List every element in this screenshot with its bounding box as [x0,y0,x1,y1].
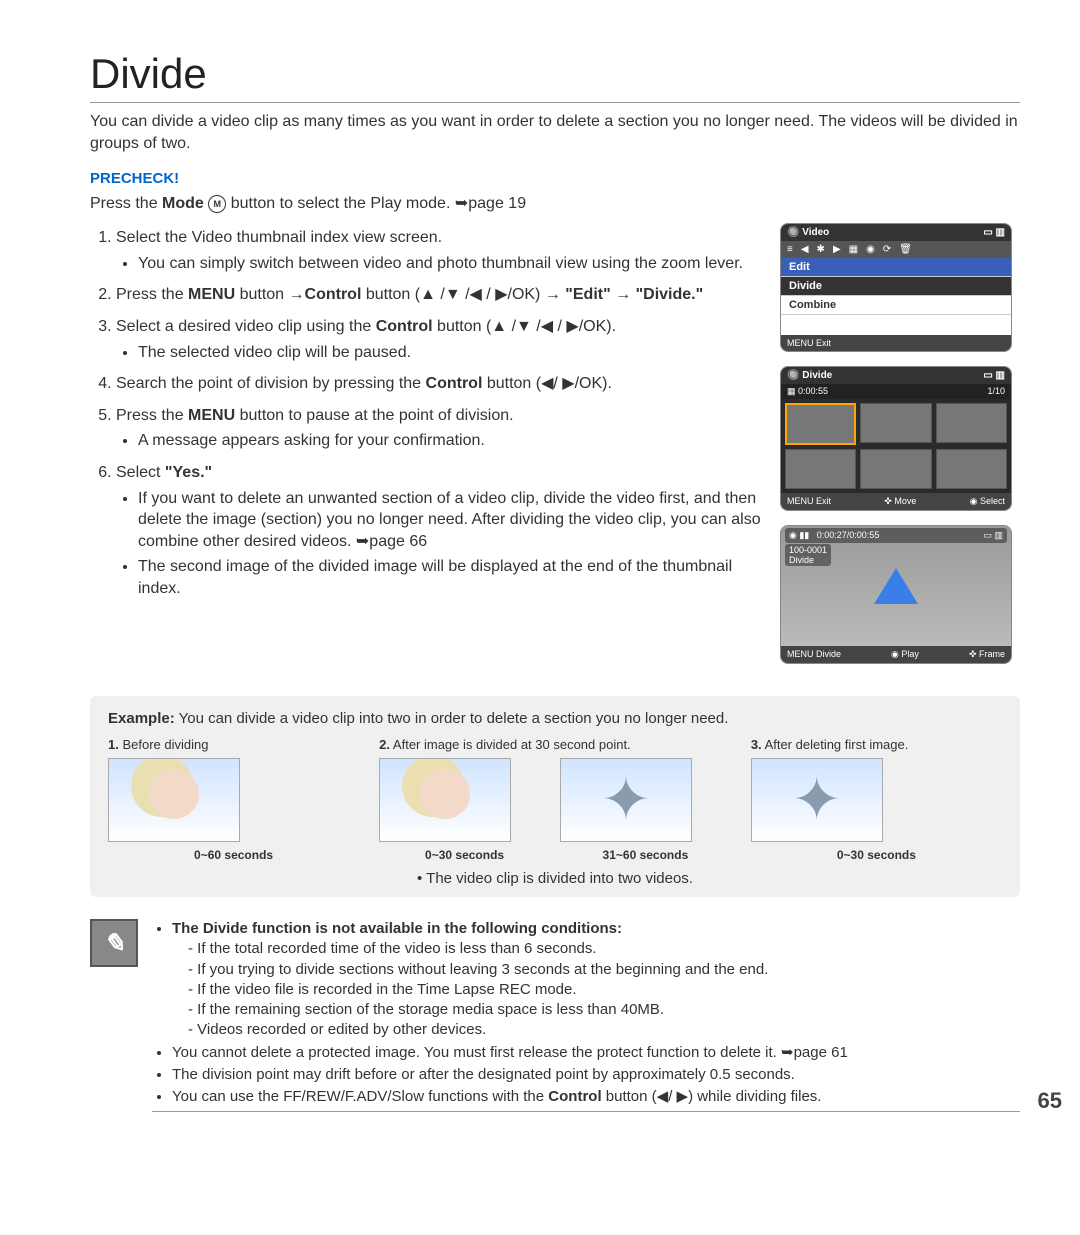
instruction-steps: Select the Video thumbnail index view sc… [90,227,766,599]
example-image [108,758,240,842]
precheck-text: Press the Mode M button to select the Pl… [90,193,1020,213]
cursor-icon [874,568,918,604]
step-1: Select the Video thumbnail index view sc… [116,227,766,274]
thumbnail[interactable] [785,403,856,445]
thumbnail[interactable] [936,449,1007,489]
thumbnail[interactable] [860,449,931,489]
step-6: Select "Yes." If you want to delete an u… [116,462,766,600]
intro-text: You can divide a video clip as many time… [90,111,1020,154]
screen-menu: 🔘 Video▭ ▥ ≡◀✱▶▦◉⟳🗑 Edit Divide Combine … [780,223,1012,352]
note-icon: ✎ [90,919,138,967]
page-number: 65 [1038,1088,1062,1114]
menu-edit[interactable]: Edit [781,258,1011,277]
step-2: Press the MENU button →Control button (▲… [116,284,766,306]
example-image [379,758,511,842]
step-5: Press the MENU button to pause at the po… [116,405,766,452]
step-4: Search the point of division by pressing… [116,373,766,395]
thumbnail[interactable] [936,403,1007,443]
example-image [751,758,883,842]
notes-body: The Divide function is not available in … [152,919,1020,1112]
example-box: Example: You can divide a video clip int… [90,696,1020,897]
example-image [560,758,692,842]
precheck-label: PRECHECK! [90,170,1020,187]
menu-divide[interactable]: Divide [781,277,1011,296]
thumbnail[interactable] [860,403,931,443]
menu-combine[interactable]: Combine [781,296,1011,315]
step-3: Select a desired video clip using the Co… [116,316,766,363]
screen-thumbnails: 🔘 Divide▭ ▥ ▦ 0:00:551/10 MENU Exit✜ Mov… [780,366,1012,511]
thumbnail[interactable] [785,449,856,489]
page-title: Divide [90,50,1020,103]
mode-icon: M [208,195,226,213]
screen-preview: ◉ ▮▮ 0:00:27/0:00:55▭ ▥ 100-0001Divide M… [780,525,1012,664]
